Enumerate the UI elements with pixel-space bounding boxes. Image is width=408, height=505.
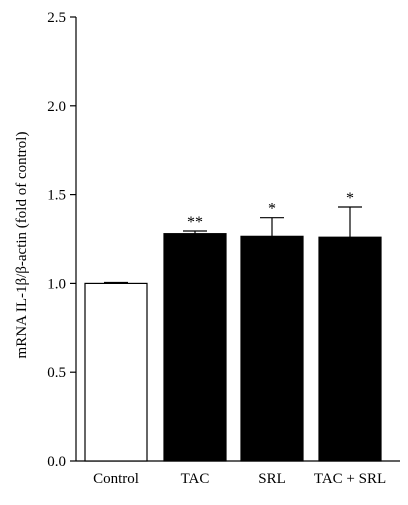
y-tick-label: 2.0	[47, 99, 66, 115]
significance-label: *	[268, 201, 276, 218]
bar-tac-srl	[318, 236, 382, 462]
y-tick-label: 2.5	[47, 10, 66, 26]
x-tick-label: TAC	[181, 471, 210, 487]
bar-control	[84, 282, 148, 462]
y-tick-label: 1.0	[47, 276, 66, 292]
y-tick-label: 0.5	[47, 365, 66, 381]
x-tick-label: SRL	[258, 471, 286, 487]
x-tick-label: Control	[93, 471, 139, 487]
significance-label: *	[346, 190, 354, 207]
y-axis-label: mRNA IL-1β/β-actin (fold of control)	[14, 132, 30, 359]
x-tick-label: TAC + SRL	[314, 471, 386, 487]
x-axis: Control TAC SRL TAC + SRL	[76, 460, 400, 487]
bars: ****	[84, 190, 382, 462]
significance-label: **	[187, 214, 203, 231]
y-tick-label: 0.0	[47, 454, 66, 470]
y-tick-label: 1.5	[47, 188, 66, 204]
bar-srl	[240, 235, 304, 462]
bar-tac	[163, 233, 227, 462]
y-axis: 0.0 0.5 1.0 1.5 2.0 2.5	[47, 10, 77, 470]
